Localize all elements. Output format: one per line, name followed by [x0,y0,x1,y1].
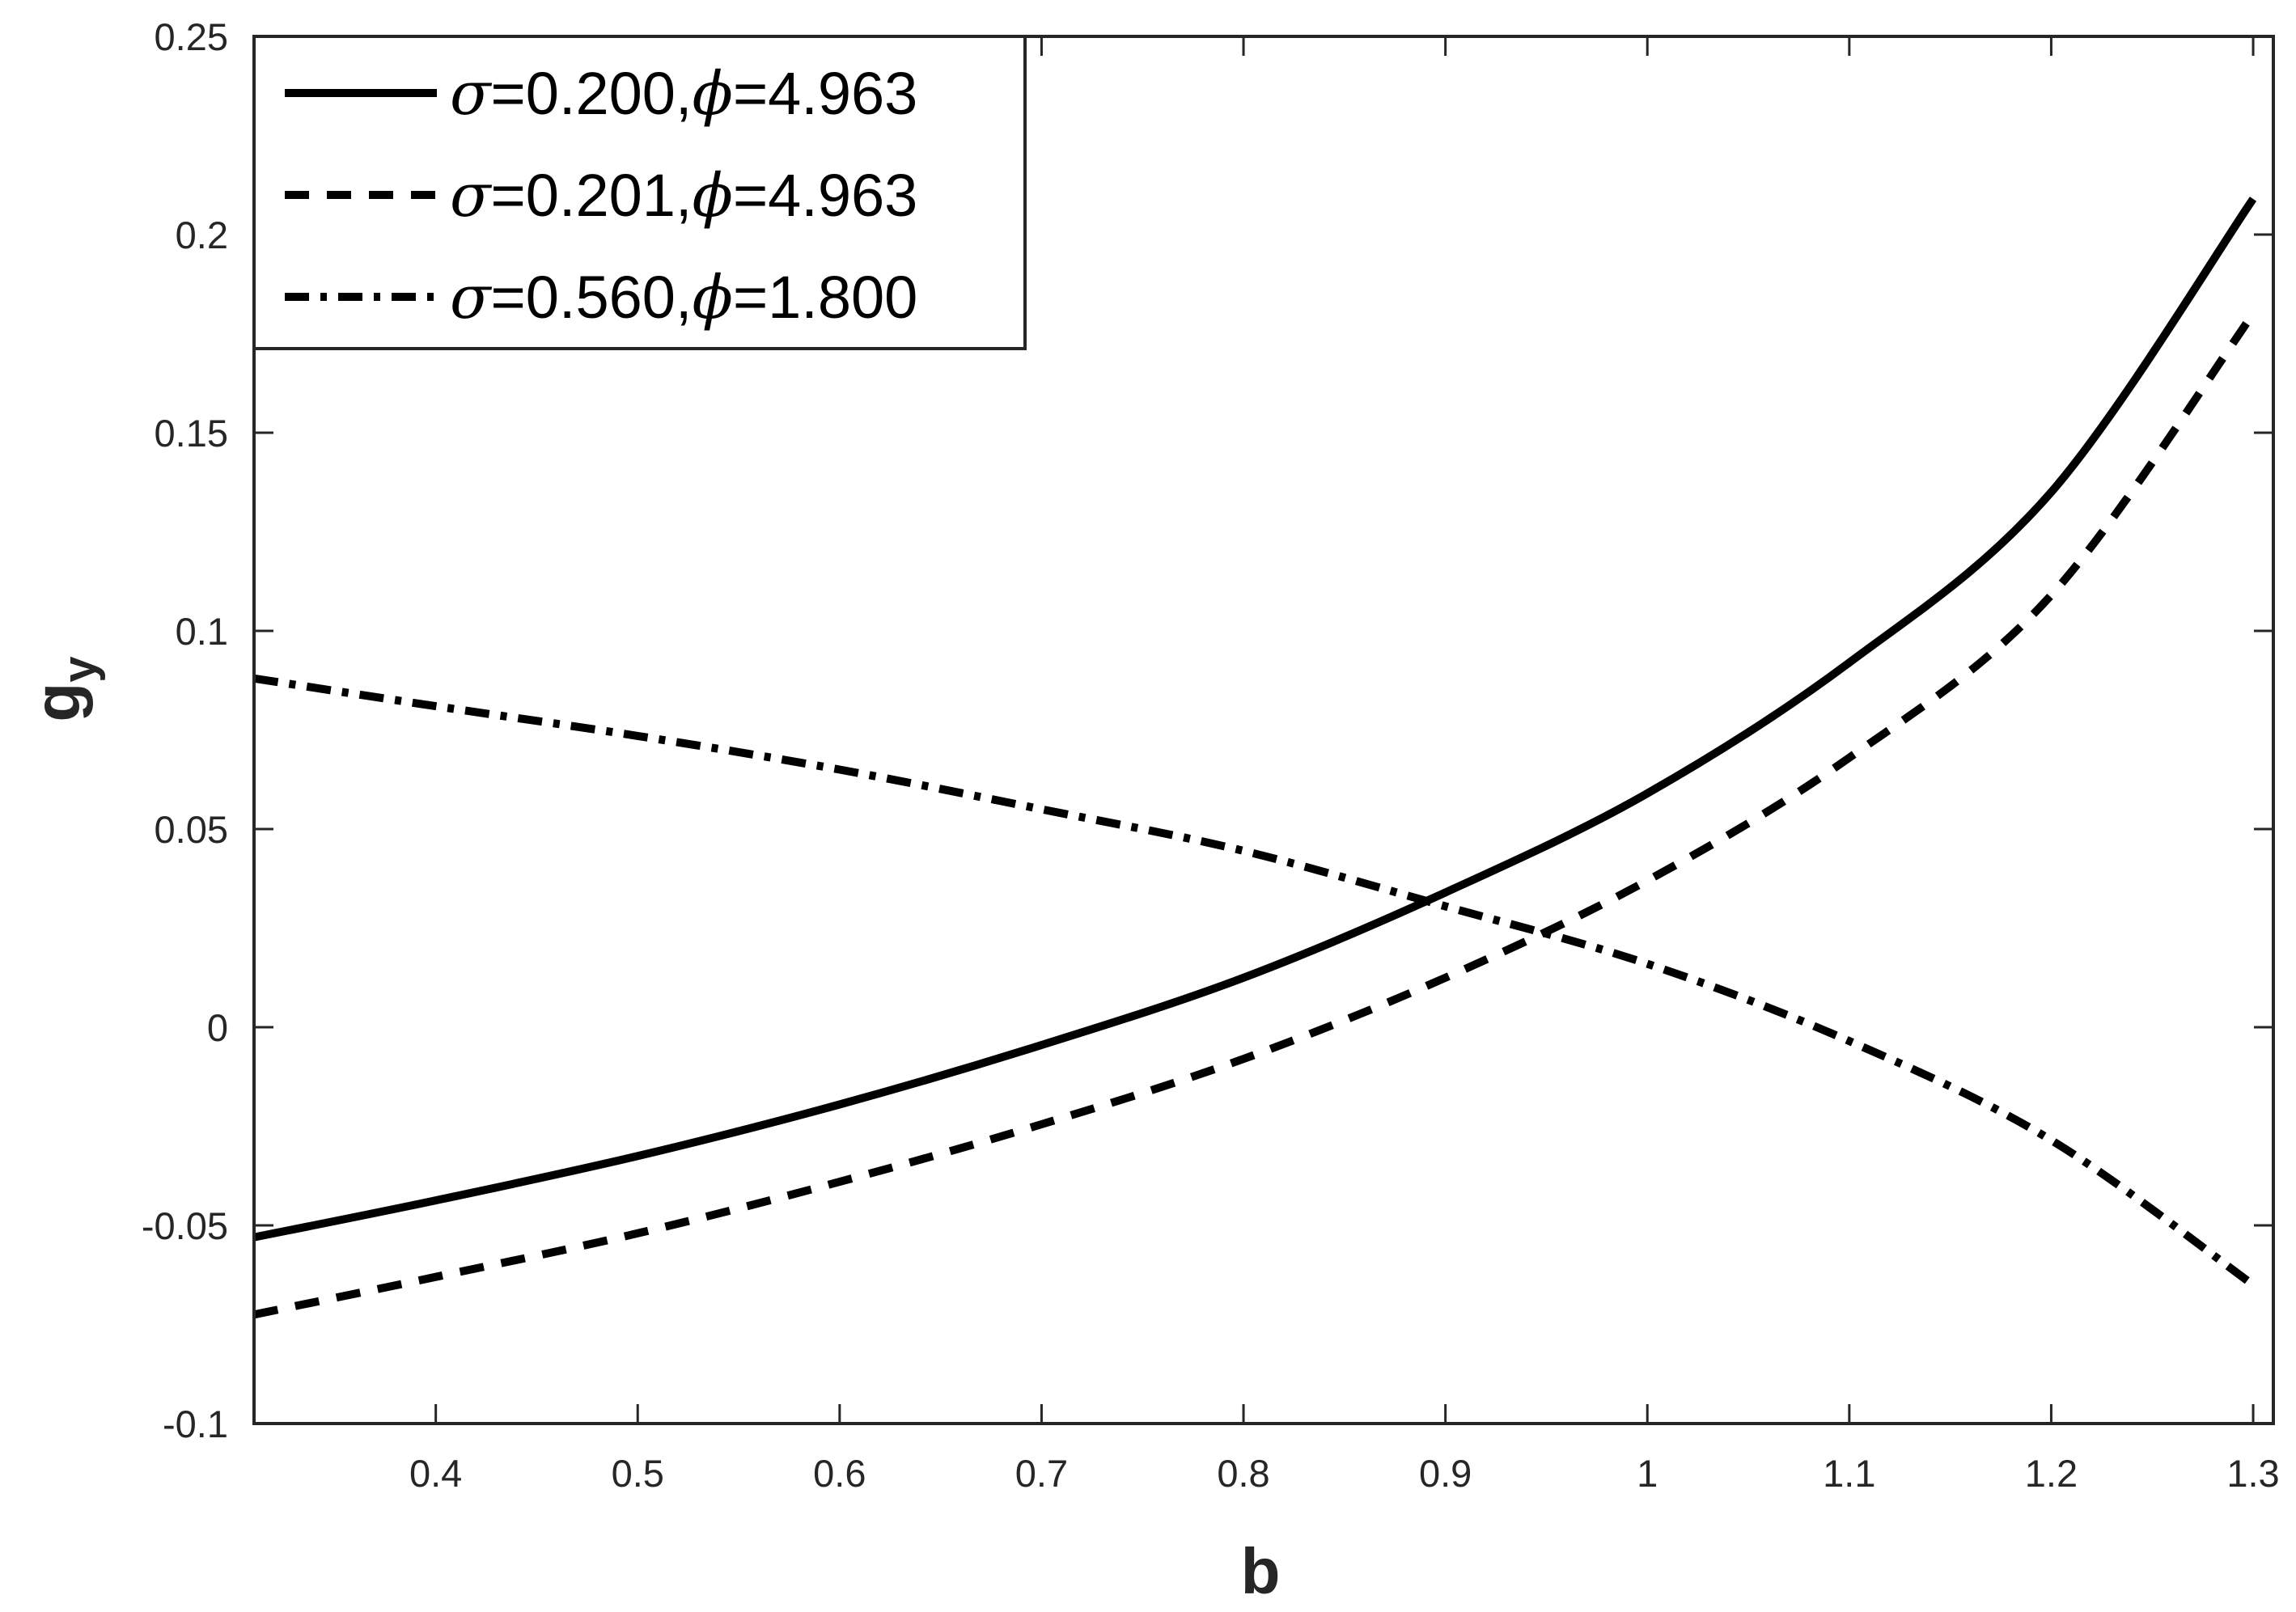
x-tick-label: 0.8 [1217,1452,1269,1495]
x-tick-labels: 0.4 0.5 0.6 0.7 0.8 0.9 1 1.1 1.2 1.3 [409,1452,2280,1495]
x-tick-label: 0.7 [1015,1452,1068,1495]
y-tick-label: 0.2 [176,214,228,256]
plot-area [252,35,2275,1425]
x-tick-label: 0.9 [1419,1452,1472,1495]
x-tick-label: 1.2 [2025,1452,2078,1495]
y-axis-title: gy [21,656,106,721]
series-layer [252,197,2257,1319]
y-tick-label: -0.1 [163,1403,228,1445]
x-tick-label: 0.4 [409,1452,462,1495]
y-tick-label: -0.05 [142,1204,228,1247]
legend: σ=0.200,ϕ=4.963 σ=0.201,ϕ=4.963 σ=0.560,ϕ=… [252,35,1027,350]
x-tick-label: 0.6 [813,1452,866,1495]
y-axis-title-subscript: y [53,656,106,682]
y-tick-labels: -0.1 -0.05 0 0.05 0.1 0.15 0.2 0.25 [142,15,228,1445]
legend-label-1: σ=0.200,ϕ=4.963 [450,59,917,129]
series-line-2 [252,311,2257,1319]
y-tick-label: 0 [207,1006,228,1049]
series-line-3 [253,674,2256,1288]
x-tick-label: 1.3 [2226,1452,2279,1495]
legend-label-3: σ=0.560,ϕ=1.800 [450,263,917,332]
series-line-1 [253,197,2257,1242]
x-tick-label: 0.5 [612,1452,664,1495]
y-axis-title-main: g [21,683,93,722]
y-tick-label: 0.25 [155,15,228,58]
legend-label-2: σ=0.201,ϕ=4.963 [450,161,917,231]
y-tick-label: 0.15 [155,412,228,455]
legend-entries: σ=0.200,ϕ=4.963 σ=0.201,ϕ=4.963 σ=0.560,ϕ=… [285,59,917,332]
x-tick-label: 1.1 [1823,1452,1875,1495]
axes-box [252,35,2275,1425]
y-tick-label: 0.05 [155,808,228,851]
x-axis-title: b [1241,1535,1281,1607]
y-tick-label: 0.1 [176,610,228,653]
x-tick-label: 1 [1637,1452,1658,1495]
